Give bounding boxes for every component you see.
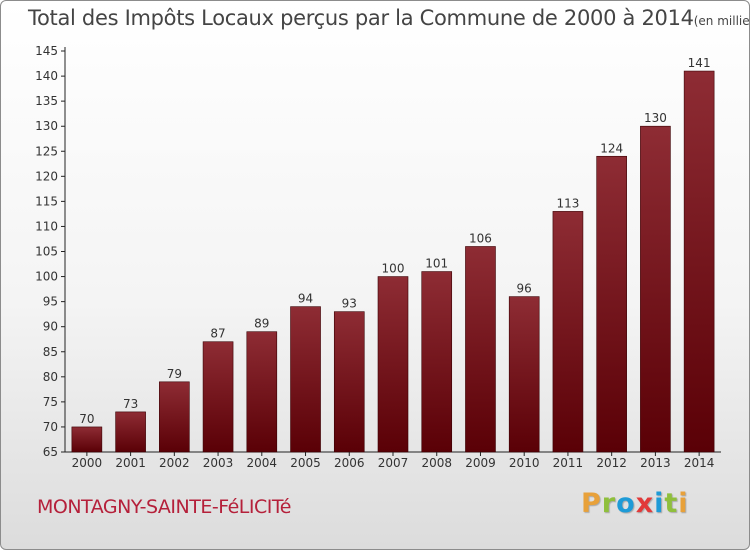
y-tick-label: 90 — [43, 320, 58, 334]
y-tick-label: 120 — [35, 169, 58, 183]
x-tick-label: 2001 — [115, 456, 146, 470]
bar — [377, 276, 409, 453]
data-label: 106 — [469, 231, 492, 245]
x-tick-label: 2005 — [290, 456, 321, 470]
y-tick-label: 105 — [35, 245, 58, 259]
y-tick-label: 110 — [35, 219, 58, 233]
y-tick-label: 100 — [35, 270, 58, 284]
data-label: 124 — [600, 141, 623, 155]
data-label: 73 — [123, 397, 138, 411]
x-tick-label: 2010 — [509, 456, 540, 470]
logo-letter: x — [635, 488, 655, 519]
logo-letter: P — [581, 488, 602, 519]
x-tick-label: 2009 — [465, 456, 496, 470]
x-tick-label: 2006 — [334, 456, 365, 470]
chart-title: Total des Impôts Locaux perçus par la Co… — [28, 6, 694, 30]
bar — [202, 341, 234, 453]
bar — [683, 70, 715, 453]
y-tick-label: 145 — [35, 44, 58, 58]
chart-unit: (en milliers d'€) — [693, 14, 750, 28]
y-tick-label: 70 — [43, 420, 58, 434]
bar — [290, 306, 321, 453]
plot-area: 65 70 75 80 85 90 95 100 105 110 115 120 125 130 135 14… — [35, 44, 721, 470]
bar — [71, 426, 103, 453]
logo-letter: r — [601, 488, 617, 519]
data-label: 100 — [382, 262, 405, 276]
logo-letter: o — [616, 488, 636, 519]
y-tick-label: 115 — [35, 194, 58, 208]
y-tick-label: 85 — [43, 345, 58, 359]
bar — [465, 246, 496, 453]
data-label: 94 — [298, 292, 313, 306]
x-tick-label: 2011 — [553, 456, 584, 470]
data-label: 93 — [342, 297, 357, 311]
bar — [508, 296, 540, 453]
data-label: 79 — [167, 367, 182, 381]
logo-letter: i — [678, 488, 689, 519]
chart-title-block: Total des Impôts Locaux perçus par la Co… — [28, 6, 750, 30]
y-tick-label: 135 — [35, 94, 58, 108]
data-label: 101 — [425, 257, 448, 271]
bar — [246, 331, 278, 453]
y-tick-label: 130 — [35, 119, 58, 133]
y-tick-label: 80 — [43, 370, 58, 384]
data-label: 130 — [644, 111, 667, 125]
x-tick-label: 2002 — [159, 456, 190, 470]
x-tick-label: 2008 — [421, 456, 452, 470]
data-label: 113 — [556, 196, 579, 210]
bar — [421, 271, 453, 453]
data-label: 96 — [517, 282, 532, 296]
x-tick-label: 2000 — [72, 456, 103, 470]
y-tick-label: 65 — [43, 445, 58, 459]
bar — [333, 311, 365, 453]
y-tick-label: 140 — [35, 69, 58, 83]
bar — [159, 381, 190, 453]
proxiti-logo: Proxiti — [581, 488, 689, 519]
y-tick-label: 125 — [35, 144, 58, 158]
y-tick-label: 95 — [43, 295, 58, 309]
x-tick-label: 2013 — [640, 456, 671, 470]
data-label: 89 — [254, 317, 269, 331]
bar — [115, 411, 146, 453]
commune-name: MONTAGNY-SAINTE-FéLICITé — [37, 496, 291, 518]
logo-letter: t — [664, 488, 679, 519]
x-tick-label: 2014 — [684, 456, 715, 470]
x-tick-label: 2004 — [247, 456, 278, 470]
logo-letter: i — [654, 488, 665, 519]
x-tick-label: 2012 — [596, 456, 627, 470]
data-label: 70 — [79, 412, 94, 426]
bar — [552, 211, 584, 453]
bar — [640, 125, 671, 453]
data-label: 87 — [210, 327, 225, 341]
x-tick-label: 2003 — [203, 456, 234, 470]
y-tick-label: 75 — [43, 395, 58, 409]
data-label: 141 — [688, 56, 711, 70]
x-tick-label: 2007 — [378, 456, 409, 470]
bar — [596, 155, 627, 453]
